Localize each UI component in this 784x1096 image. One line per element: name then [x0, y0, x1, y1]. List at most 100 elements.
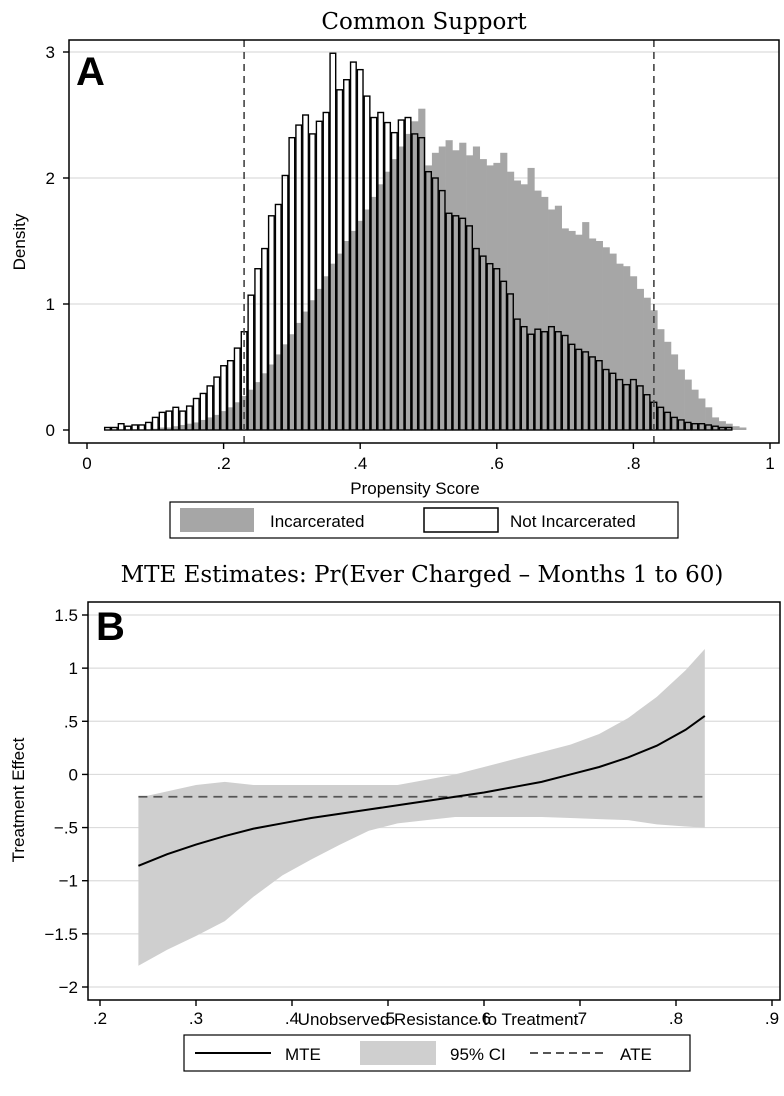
incarcerated-bar: [684, 379, 692, 430]
not-incarcerated-bars: [103, 52, 733, 431]
not-incarcerated-bar: [363, 95, 371, 431]
incarcerated-bar: [158, 427, 166, 430]
not-incarcerated-bar: [643, 394, 651, 431]
not-incarcerated-bar: [165, 410, 173, 431]
incarcerated-bar: [548, 209, 556, 430]
incarcerated-bar: [315, 288, 323, 430]
incarcerated-bar: [192, 422, 200, 430]
not-incarcerated-bar: [438, 189, 446, 431]
incarcerated-bar: [418, 108, 426, 430]
not-incarcerated-bar: [431, 177, 439, 431]
incarcerated-bar: [233, 402, 241, 430]
not-incarcerated-bar: [486, 262, 494, 431]
incarcerated-bar: [397, 146, 405, 430]
incarcerated-bar: [349, 230, 358, 430]
incarcerated-bar: [575, 234, 583, 430]
not-incarcerated-bar: [452, 215, 460, 431]
incarcerated-bar: [513, 180, 522, 430]
x-tick-label: .3: [189, 1009, 203, 1028]
not-incarcerated-bar: [500, 280, 508, 431]
incarcerated-bar: [711, 417, 720, 430]
y-tick-label: 1: [46, 295, 55, 314]
incarcerated-bar: [213, 414, 221, 430]
not-incarcerated-bar: [117, 423, 125, 431]
y-tick-label: 0: [69, 765, 78, 784]
not-incarcerated-bar: [506, 293, 514, 431]
not-incarcerated-bar: [103, 426, 112, 431]
not-incarcerated-bar: [513, 318, 521, 431]
incarcerated-bar: [732, 426, 740, 430]
not-incarcerated-bar: [329, 52, 337, 431]
not-incarcerated-bar: [623, 383, 631, 431]
incarcerated-bar: [520, 184, 528, 430]
incarcerated-bar: [657, 329, 665, 430]
incarcerated-bar: [438, 146, 446, 430]
ci-band: [138, 649, 705, 966]
incarcerated-bar: [254, 382, 262, 430]
not-incarcerated-bar: [705, 424, 713, 431]
incarcerated-bar: [664, 341, 672, 430]
incarcerated-bar: [445, 140, 453, 430]
y-tick-label: 1.5: [54, 606, 78, 625]
panel-b-y-axis-label: Treatment Effect: [9, 737, 28, 862]
incarcerated-bar: [377, 184, 385, 430]
not-incarcerated-bar: [595, 360, 603, 431]
legend-swatch-ci: [360, 1041, 436, 1065]
incarcerated-bar: [363, 209, 371, 430]
legend-label-not-incarcerated: Not Incarcerated: [510, 512, 636, 531]
incarcerated-bar: [507, 171, 515, 430]
not-incarcerated-bar: [302, 114, 310, 431]
not-incarcerated-bar: [691, 423, 699, 431]
incarcerated-bar: [431, 152, 440, 431]
not-incarcerated-bar: [657, 406, 665, 431]
x-tick-label: .6: [477, 1009, 491, 1028]
incarcerated-bar: [288, 334, 296, 430]
not-incarcerated-bar: [670, 416, 678, 431]
incarcerated-bar: [554, 205, 562, 430]
not-incarcerated-bar: [185, 405, 193, 431]
incarcerated-bar: [336, 253, 344, 430]
not-incarcerated-bar: [370, 116, 378, 431]
not-incarcerated-bar: [547, 325, 555, 431]
x-tick-label: .8: [626, 454, 640, 473]
not-incarcerated-bar: [404, 116, 412, 431]
incarcerated-bar: [220, 411, 228, 430]
not-incarcerated-bar: [226, 360, 234, 431]
incarcerated-bar: [411, 121, 419, 431]
incarcerated-bar: [322, 276, 330, 430]
not-incarcerated-bar: [588, 356, 596, 431]
panel-b-x-axis-label: Unobserved Resistance to Treatment: [298, 1010, 579, 1029]
panel-a-legend: Incarcerated Not Incarcerated: [169, 501, 679, 539]
not-incarcerated-bar: [151, 416, 159, 431]
incarcerated-bar: [356, 220, 364, 430]
not-incarcerated-bar: [281, 174, 289, 431]
incarcerated-bar: [384, 171, 392, 430]
legend-swatch-incarcerated: [180, 508, 254, 532]
not-incarcerated-bar: [568, 343, 576, 431]
not-incarcerated-bar: [295, 124, 303, 431]
y-tick-label: −1.5: [44, 925, 78, 944]
panel-b-title: MTE Estimates: Pr(Ever Charged – Months …: [121, 562, 724, 588]
not-incarcerated-bar: [493, 268, 501, 431]
incarcerated-bar: [179, 424, 187, 430]
ci-band-area: [138, 649, 705, 966]
incarcerated-bar: [329, 263, 337, 430]
not-incarcerated-bar: [561, 334, 569, 431]
incarcerated-bar: [343, 241, 351, 430]
incarcerated-bar: [425, 165, 433, 430]
incarcerated-bar: [206, 417, 214, 430]
legend-label-mte: MTE: [285, 1045, 321, 1064]
panel-a-y-axis-label: Density: [10, 213, 29, 270]
not-incarcerated-bar: [711, 425, 719, 431]
incarcerated-bar: [274, 354, 282, 430]
incarcerated-bar: [281, 344, 289, 430]
incarcerated-bar: [568, 230, 576, 430]
not-incarcerated-bar: [220, 365, 228, 431]
y-tick-label: 3: [46, 43, 55, 62]
incarcerated-bar: [199, 419, 207, 430]
not-incarcerated-bar: [465, 225, 473, 431]
not-incarcerated-bar: [315, 120, 323, 431]
legend-label-ate: ATE: [620, 1045, 652, 1064]
incarcerated-bar: [452, 150, 460, 430]
not-incarcerated-bar: [575, 348, 583, 431]
